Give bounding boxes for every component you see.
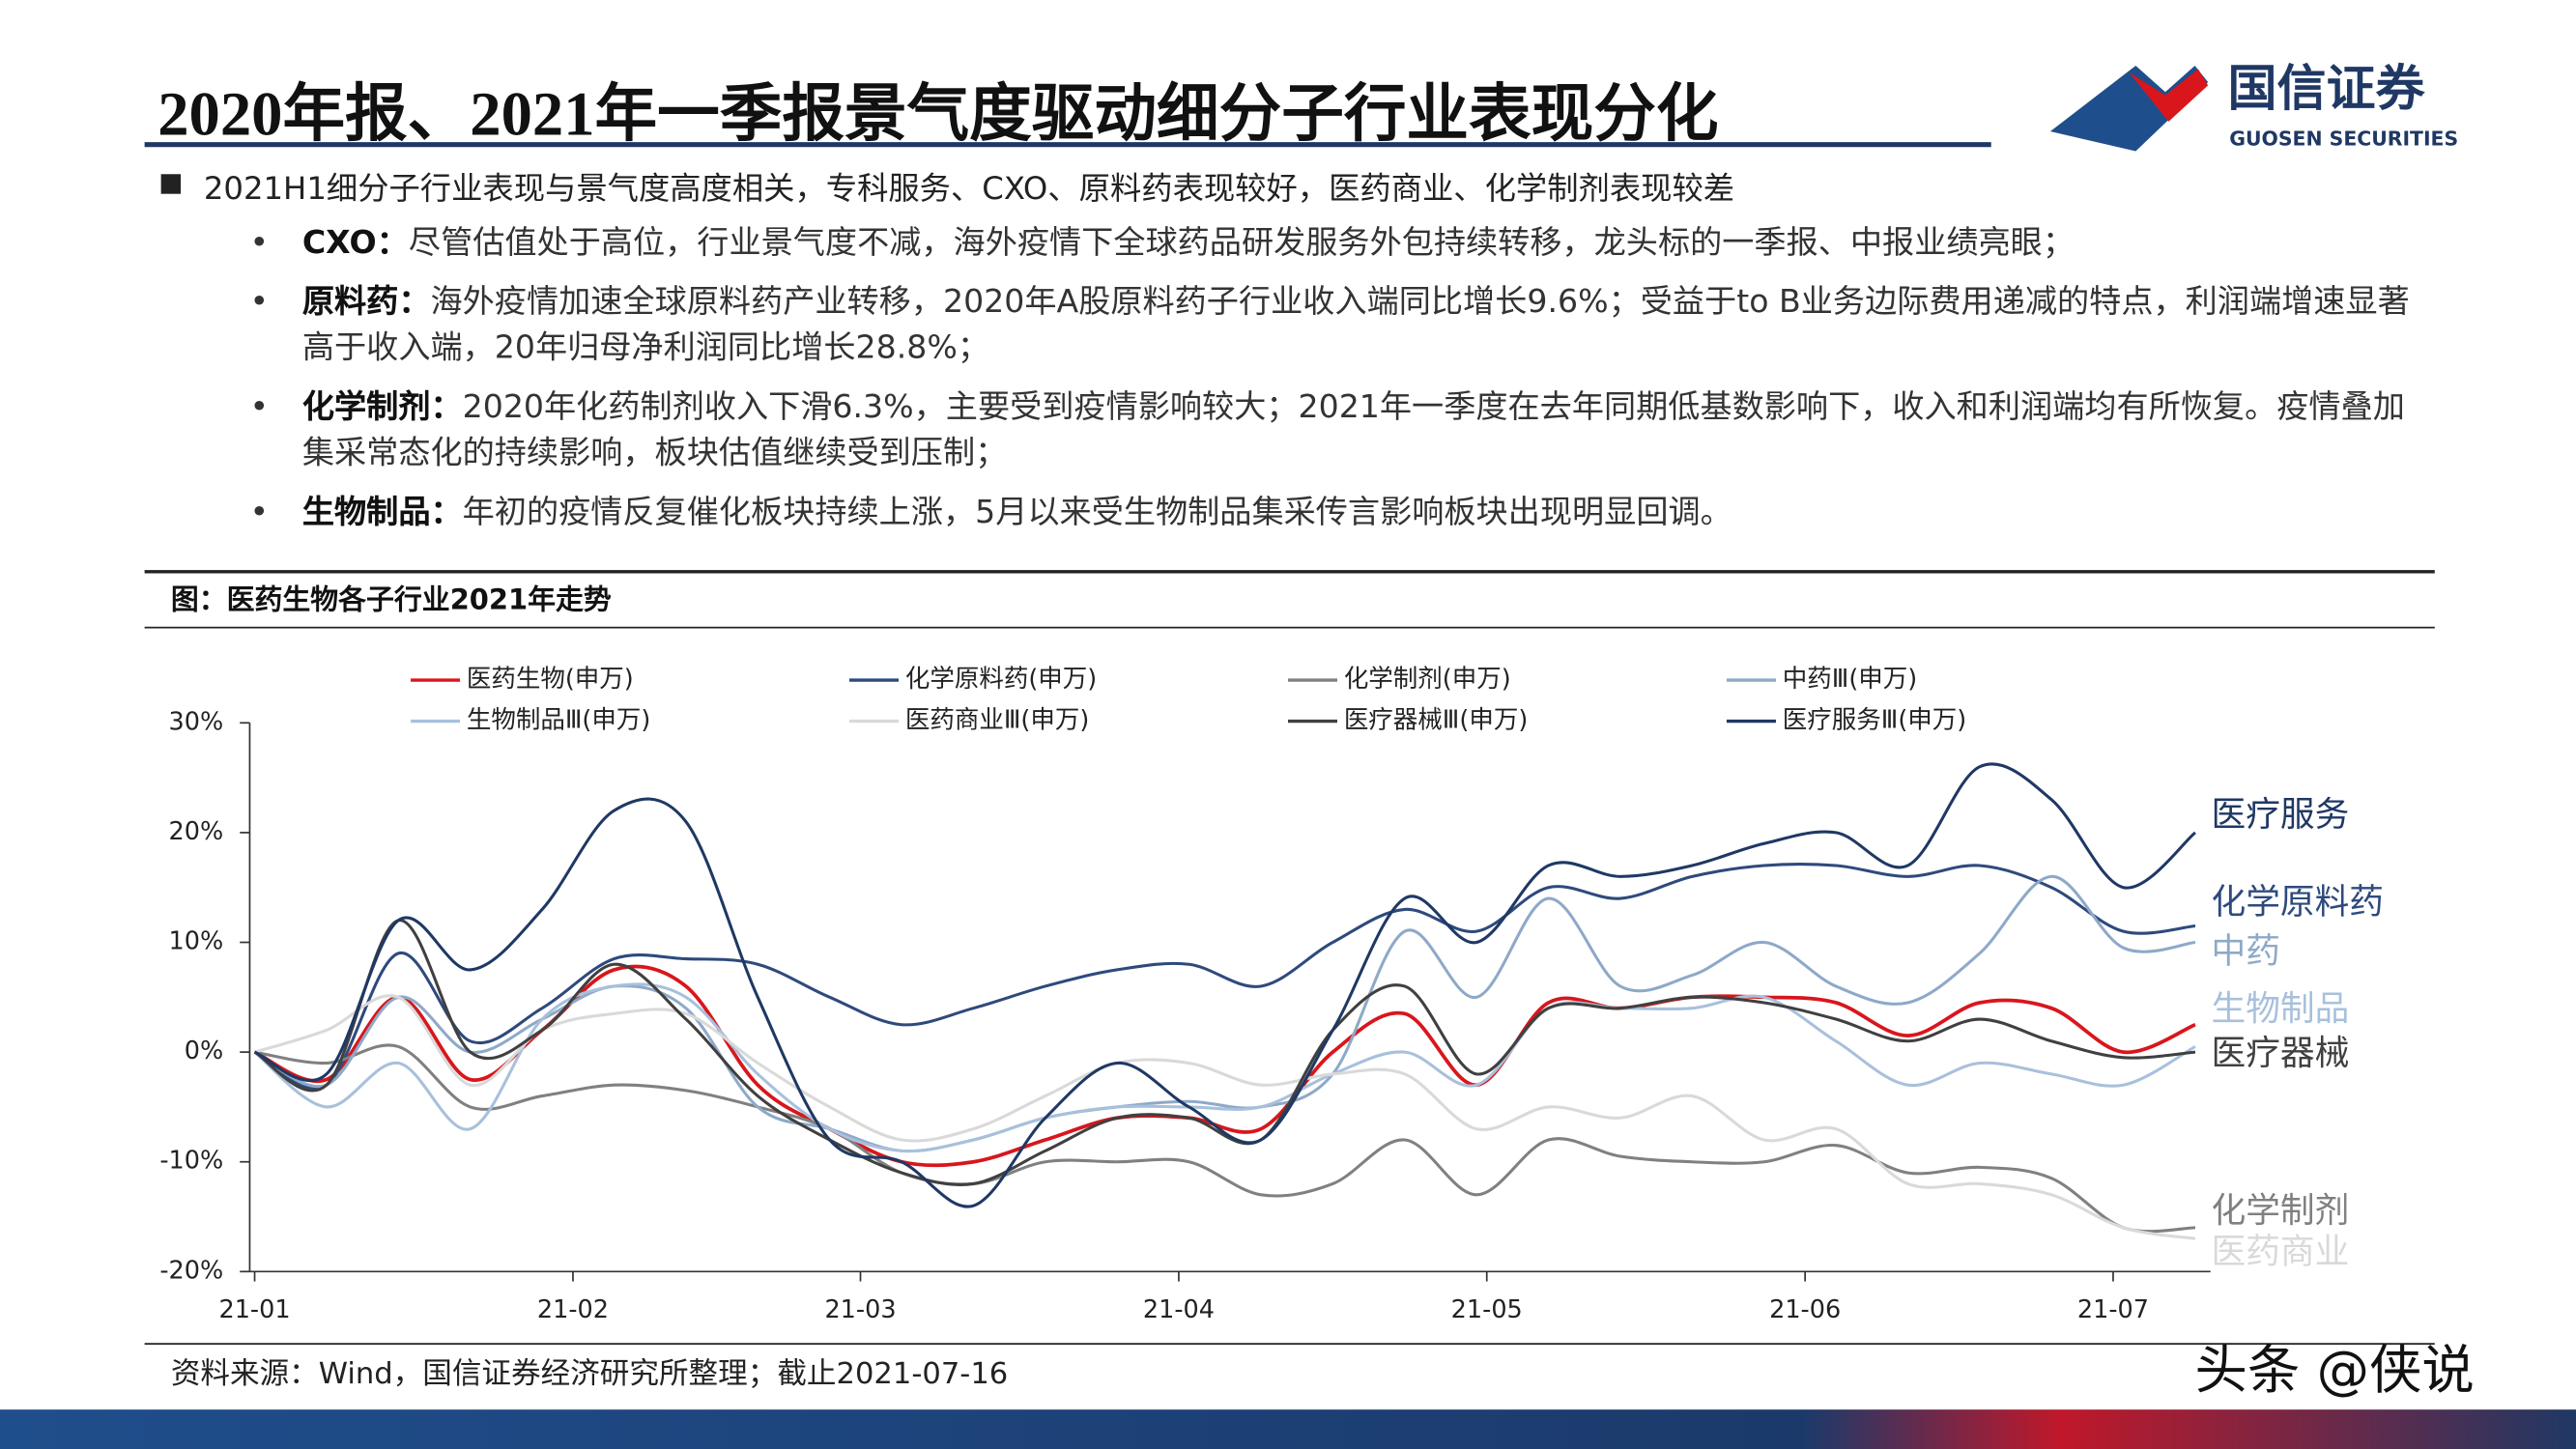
bullet-label: 化学制剂： xyxy=(301,387,463,426)
legend-label: 生物制品Ⅲ(申万) xyxy=(467,706,650,735)
bullet: 化学制剂：2020年化药制剂收入下滑6.3%，主要受到疫情影响较大；2021年一… xyxy=(249,384,2418,476)
page-title: 2020年报、2021年一季报景气度驱动细分子行业表现分化 xyxy=(157,80,1719,150)
y-tick-label: -10% xyxy=(159,1147,223,1176)
bullet-label: CXO： xyxy=(301,223,409,262)
y-tick-label: -20% xyxy=(159,1256,223,1285)
end-label: 化学原料药 xyxy=(2212,882,2384,922)
y-tick-label: 10% xyxy=(169,927,224,956)
end-label: 医疗器械 xyxy=(2212,1034,2350,1073)
legend-label: 中药Ⅲ(申万) xyxy=(1783,665,1917,694)
end-label: 医药商业 xyxy=(2212,1233,2350,1272)
bullet: 原料药：海外疫情加速全球原料药产业转移，2020年A股原料药子行业收入端同比增长… xyxy=(249,279,2418,371)
bullet: CXO：尽管估值处于高位，行业景气度不减，海外疫情下全球药品研发服务外包持续转移… xyxy=(249,220,2418,267)
bullet: 生物制品：年初的疫情反复催化板块持续上涨，5月以来受生物制品集采传言影响板块出现… xyxy=(249,490,2418,536)
series-line xyxy=(253,762,2196,1208)
logo-name: 国信证券 xyxy=(2228,61,2426,118)
bullet-text: 海外疫情加速全球原料药产业转移，2020年A股原料药子行业收入端同比增长9.6%… xyxy=(301,282,2410,367)
x-tick-label: 21-02 xyxy=(537,1295,609,1324)
legend-label: 医疗器械Ⅲ(申万) xyxy=(1344,706,1528,735)
end-label: 生物制品 xyxy=(2212,989,2350,1029)
logo-shape xyxy=(2049,66,2209,152)
y-tick-label: 20% xyxy=(169,817,224,846)
footer-bar xyxy=(0,1409,2576,1449)
bullet-label: 生物制品： xyxy=(301,493,463,531)
legend-label: 医药商业Ⅲ(申万) xyxy=(905,706,1089,735)
watermark: 头条 @侠说 xyxy=(2195,1339,2475,1401)
logo-english: GUOSEN SECURITIES xyxy=(2229,128,2458,151)
x-tick-label: 21-07 xyxy=(2077,1295,2149,1324)
series-line xyxy=(254,994,2196,1240)
legend-label: 医疗服务Ⅲ(申万) xyxy=(1783,706,1966,735)
x-tick-label: 21-06 xyxy=(1769,1295,1841,1324)
chart-title: 图：医药生物各子行业2021年走势 xyxy=(171,582,612,615)
series-line xyxy=(253,863,2196,1091)
source-note: 资料来源：Wind，国信证券经济研究所整理；截止2021-07-16 xyxy=(171,1357,1008,1391)
bullet-text: 尽管估值处于高位，行业景气度不减，海外疫情下全球药品研发服务外包持续转移，龙头标… xyxy=(408,223,2075,262)
series-line xyxy=(253,919,2196,1186)
end-label: 医疗服务 xyxy=(2212,795,2350,835)
chart: -20% -10% 0% 10% 20% 30% 21-01 21-02 21-03 21-04 2… xyxy=(159,665,2384,1324)
x-tick-label: 21-03 xyxy=(824,1295,896,1324)
summary: 2021H1细分子行业表现与景气度高度相关，专科服务、CXO、原料药表现较好，医… xyxy=(203,170,1735,208)
logo-shape xyxy=(2129,69,2209,122)
series-line xyxy=(254,1043,2196,1234)
legend-label: 医药生物(申万) xyxy=(467,665,634,694)
bullet-label: 原料药： xyxy=(301,282,431,321)
bullet-text: 年初的疫情反复催化板块持续上涨，5月以来受生物制品集采传言影响板块出现明显回调。 xyxy=(462,493,1732,531)
bullet-text: 2020年化药制剂收入下滑6.3%，主要受到疫情影响较大；2021年一季度在去年… xyxy=(301,387,2405,472)
end-label: 化学制剂 xyxy=(2212,1191,2350,1231)
y-tick-label: 0% xyxy=(185,1037,223,1065)
end-label: 中药 xyxy=(2212,931,2280,971)
x-tick-label: 21-05 xyxy=(1451,1295,1523,1324)
x-tick-label: 21-01 xyxy=(218,1295,290,1324)
bullet-list: CXO：尽管估值处于高位，行业景气度不减，海外疫情下全球药品研发服务外包持续转移… xyxy=(249,220,2418,549)
summary-bullet xyxy=(160,174,182,194)
legend-label: 化学原料药(申万) xyxy=(905,665,1097,694)
series-line xyxy=(253,982,2196,1153)
y-tick-label: 30% xyxy=(169,707,224,736)
legend-label: 化学制剂(申万) xyxy=(1344,665,1511,694)
x-tick-label: 21-04 xyxy=(1143,1295,1215,1324)
